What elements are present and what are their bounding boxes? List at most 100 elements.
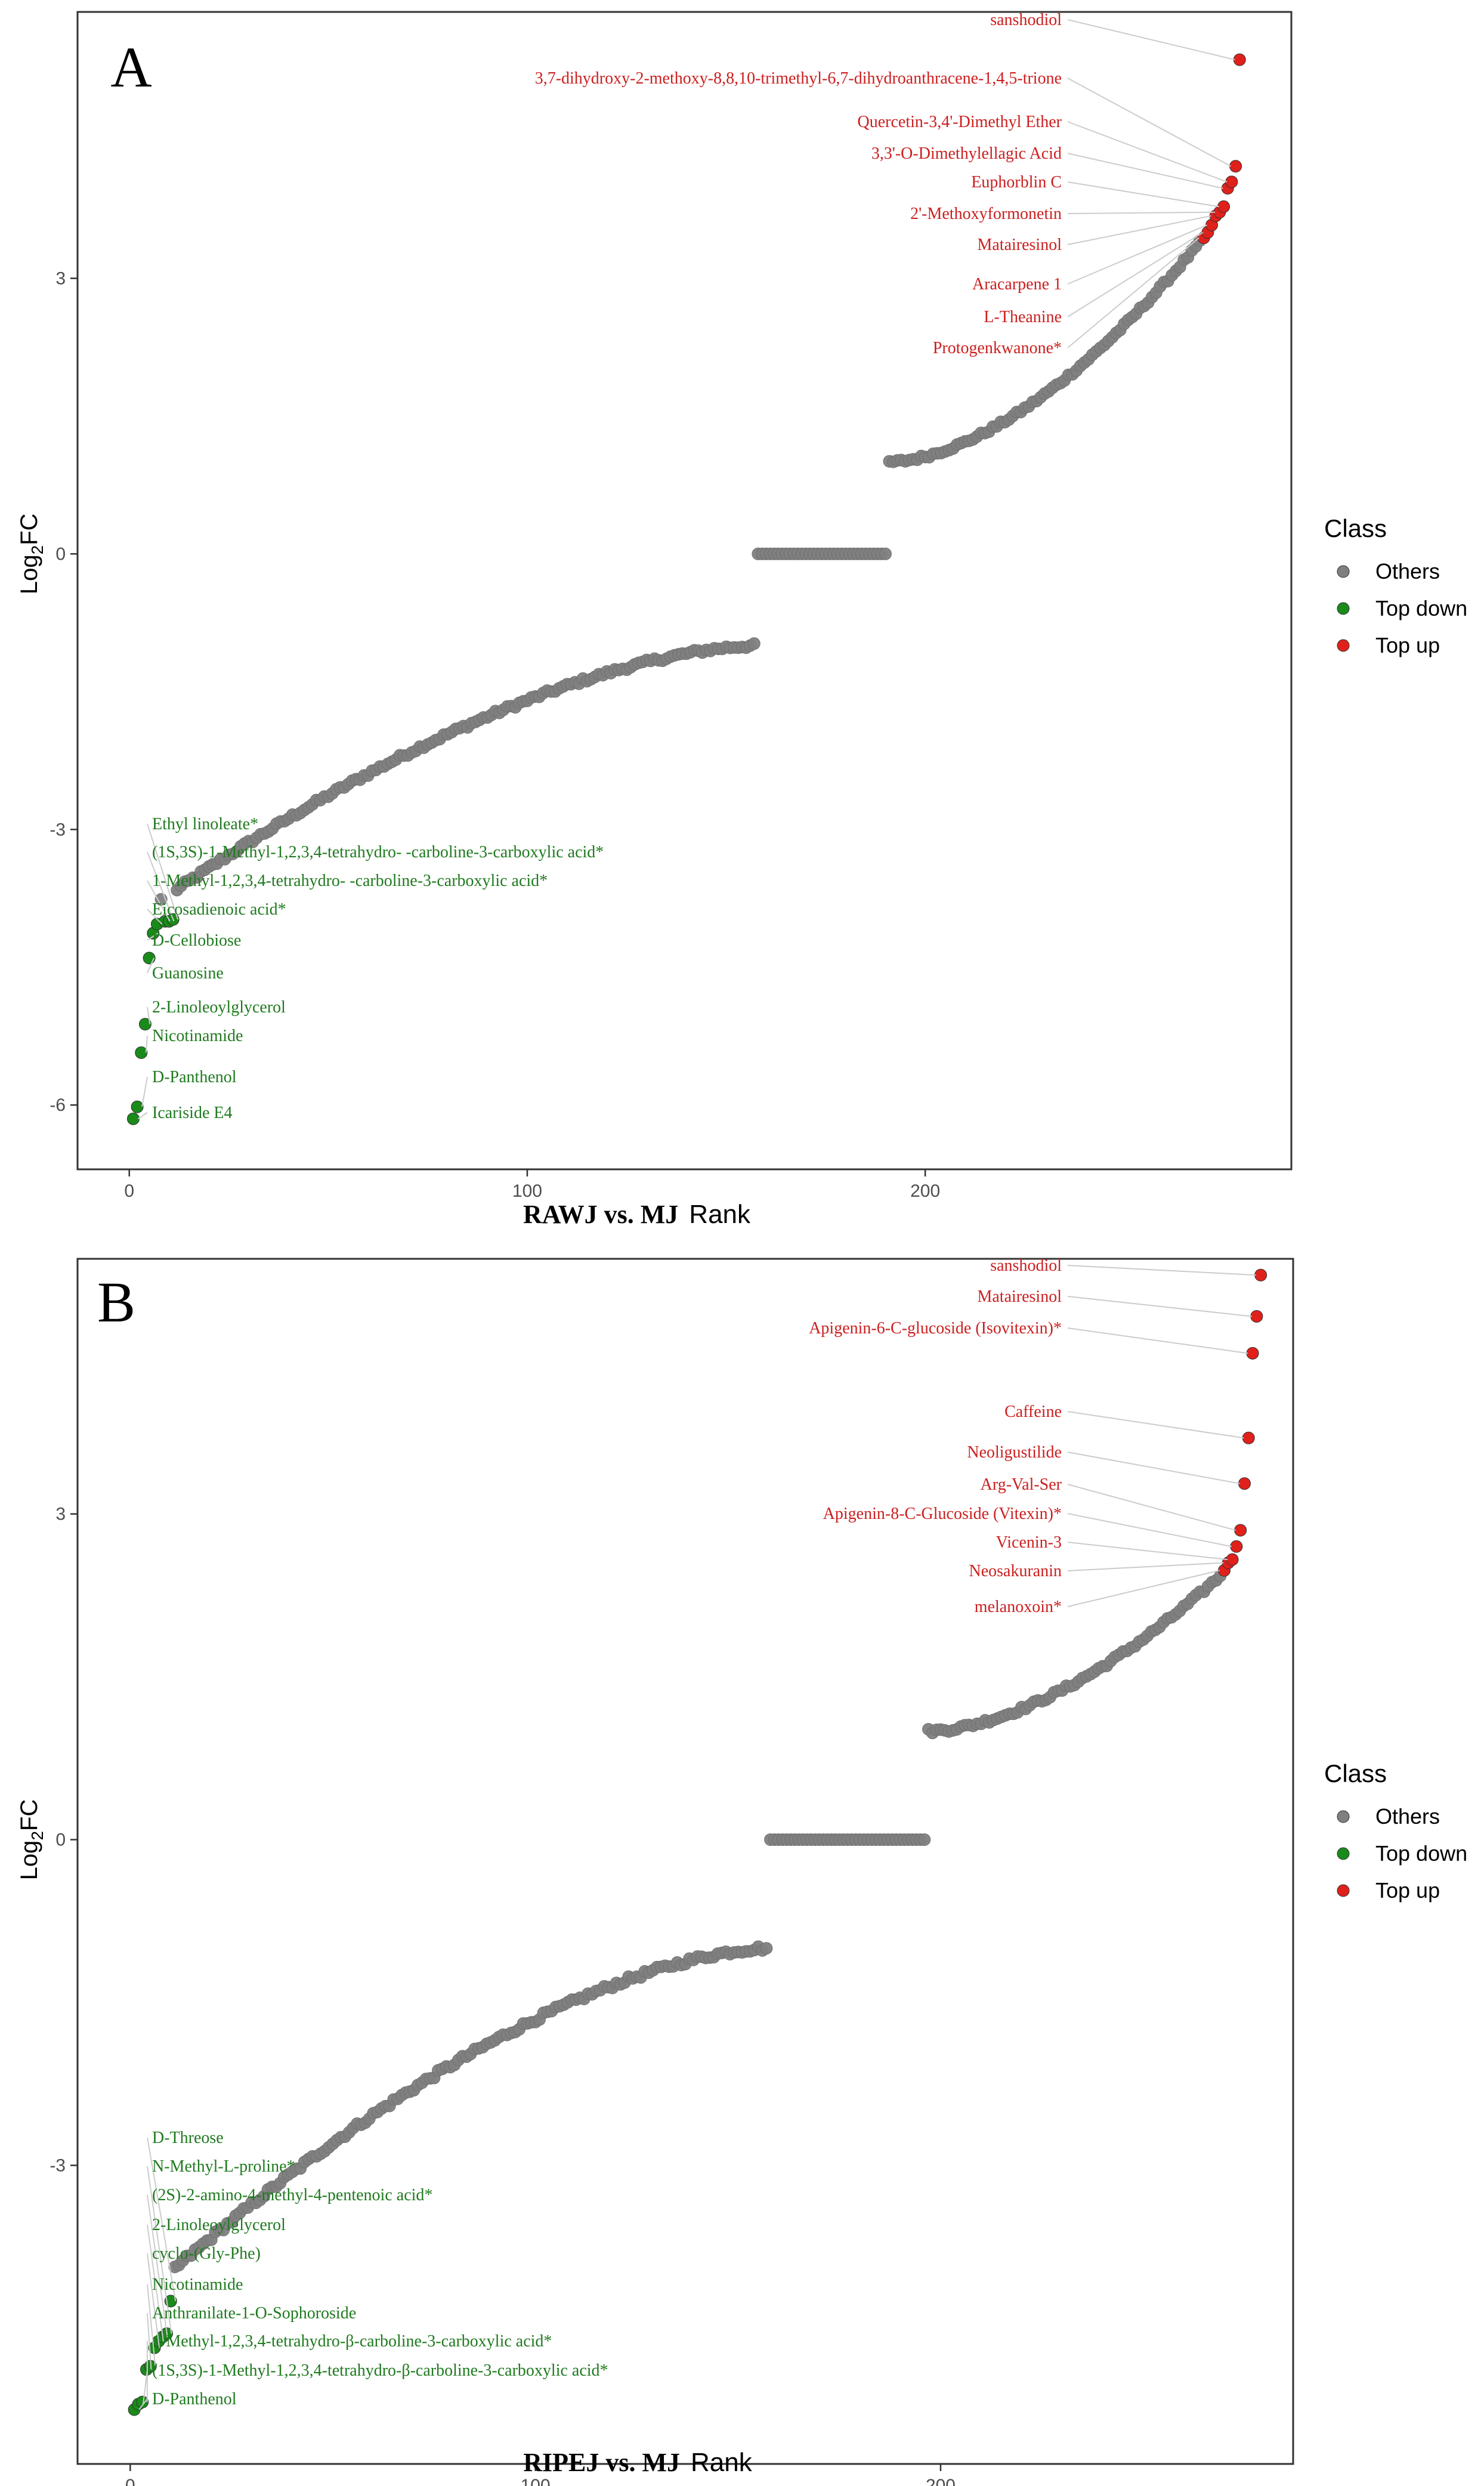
- y-axis-label: Log2FC: [16, 1799, 47, 1880]
- annotation-down: D-Cellobiose: [152, 931, 241, 950]
- legend-item-label: Others: [1375, 559, 1440, 583]
- y-tick-label: 3: [55, 1505, 66, 1524]
- annotation-up: Protogenkwanone*: [933, 339, 1062, 357]
- leader-line-down: [147, 823, 179, 920]
- y-tick-label: 0: [55, 544, 66, 564]
- points-group: [126, 53, 1246, 1125]
- y-axis-label-tail: FC: [16, 514, 42, 545]
- legend-item-label: Top down: [1375, 1841, 1467, 1866]
- leader-line-down: [137, 1112, 148, 1120]
- leader-line-up: [1067, 1570, 1220, 1607]
- leader-line-down: [147, 2224, 164, 2342]
- plot-border: [76, 11, 1293, 1171]
- x-tick-label: 0: [125, 2476, 135, 2486]
- annotation-down: 1-Methyl-1,2,3,4-tetrahydro-β-carboline-…: [152, 2332, 552, 2351]
- panel-a: -6 -3 0 3 0 100 200 A RAWJ vs. MJ Rank Log2FC Ethyl…: [16, 11, 1293, 1229]
- legend-swatch: [1337, 1884, 1350, 1897]
- leader-line-up: [1067, 1411, 1244, 1439]
- annotation-up: Aracarpene 1: [972, 275, 1062, 294]
- point-up: [1229, 160, 1242, 173]
- leader-line-down: [147, 2137, 177, 2302]
- leader-line-down: [147, 2312, 152, 2370]
- leader-line-up: [1067, 1484, 1236, 1531]
- points-group: [128, 1268, 1267, 2416]
- legend-item-label: Others: [1375, 1804, 1440, 1829]
- leader-line-up: [1067, 215, 1211, 245]
- point-up: [1233, 53, 1246, 66]
- x-axis-label: RAWJ vs. MJ Rank: [523, 1200, 751, 1229]
- x-tick-label: 0: [124, 1181, 134, 1201]
- point-up: [1246, 1347, 1259, 1360]
- annotation-up: Quercetin-3,4'-Dimethyl Ether: [858, 113, 1062, 131]
- point-down: [126, 1112, 140, 1125]
- annotation-down: Ethyl linoleate*: [152, 815, 258, 833]
- annotation-up: Neosakuranin: [969, 1562, 1062, 1580]
- legend-item-label: Top up: [1375, 1878, 1440, 1903]
- point-up: [1242, 1431, 1255, 1444]
- leader-line-up: [1067, 1562, 1224, 1571]
- annotation-down: Nicotinamide: [152, 2275, 243, 2294]
- leader-line-up: [1067, 1265, 1256, 1276]
- annotation-up: Euphorblin C: [971, 173, 1062, 192]
- point-up: [1226, 1553, 1239, 1566]
- point-up: [1225, 175, 1238, 189]
- y-axis-label-sub: 2: [28, 545, 47, 555]
- x-tick-label: 200: [926, 2476, 956, 2486]
- x-tick-label: 200: [910, 1181, 940, 1201]
- annotation-up: Matairesinol: [977, 236, 1062, 254]
- x-axis-label-bold: RAWJ vs. MJ: [523, 1200, 678, 1229]
- legend-swatch: [1337, 602, 1350, 615]
- point-down: [138, 1018, 152, 1031]
- legend-item-label: Top up: [1375, 633, 1440, 657]
- leader-line-down: [141, 1076, 148, 1107]
- leader-line-up: [1067, 78, 1232, 167]
- point-others: [760, 1942, 773, 1955]
- legend-swatch: [1337, 1847, 1350, 1860]
- leader-line-up: [1067, 1452, 1240, 1484]
- leader-line-up: [1067, 231, 1204, 317]
- leader-line-up: [1067, 1327, 1248, 1354]
- leader-line-up: [1067, 121, 1228, 183]
- point-others: [879, 547, 892, 560]
- leader-line-down: [138, 2398, 148, 2410]
- leader-line-up: [1067, 1296, 1252, 1317]
- annotation-up: Vicenin-3: [996, 1533, 1062, 1552]
- point-down: [136, 2395, 149, 2408]
- legend-title: Class: [1324, 514, 1387, 542]
- leader-line-down: [147, 932, 159, 941]
- legend-swatch: [1337, 565, 1350, 578]
- annotation-up: Neoligustilide: [967, 1443, 1062, 1462]
- legend-title: Class: [1324, 1759, 1387, 1787]
- leader-line-up: [1067, 224, 1207, 285]
- annotation-down: Nicotinamide: [152, 1027, 243, 1045]
- annotation-down: 1-Methyl-1,2,3,4-tetrahydro- -carboline-…: [152, 872, 548, 890]
- annotation-down: Icariside E4: [152, 1104, 233, 1122]
- point-up: [1217, 200, 1231, 213]
- annotation-down: (1S,3S)-1-Methyl-1,2,3,4-tetrahydro-β-ca…: [152, 2361, 608, 2380]
- y-tick-label: 3: [55, 269, 66, 289]
- legend-item-label: Top down: [1375, 596, 1467, 620]
- legend-panel-b: Class Others Top down Top up: [1324, 1759, 1467, 1903]
- point-down: [131, 1100, 144, 1113]
- annotation-down: (1S,3S)-1-Methyl-1,2,3,4-tetrahydro- -ca…: [152, 843, 604, 861]
- y-axis-label: Log2FC: [16, 514, 47, 595]
- y-tick-label: 0: [55, 1830, 66, 1850]
- leader-line-up: [1067, 19, 1235, 61]
- annotation-down: cyclo-(Gly-Phe): [152, 2244, 261, 2263]
- plot-border: [76, 1258, 1294, 2465]
- leader-line-down: [147, 958, 155, 974]
- leader-line-down: [147, 2194, 168, 2337]
- y-tick-label: -6: [50, 1095, 66, 1115]
- x-axis-label-rest: Rank: [689, 1200, 751, 1229]
- leader-line-down: [147, 880, 171, 922]
- y-axis-label-main: Log: [16, 554, 42, 594]
- y-tick-label: -3: [50, 820, 66, 839]
- annotation-up: 3,3'-O-Dimethylellagic Acid: [871, 144, 1062, 163]
- leader-line-down: [145, 1035, 148, 1053]
- x-axis-label-rest: Rank: [691, 2448, 753, 2477]
- point-up: [1250, 1310, 1263, 1323]
- annotation-up: sanshodiol: [990, 11, 1062, 29]
- leader-line-down: [147, 851, 175, 922]
- panel-b: -3 0 3 0 100 200 B RIPEJ vs. MJ Rank Log2FC D-Thre…: [16, 1256, 1294, 2486]
- annotation-down: 2-Linoleoylglycerol: [152, 2216, 286, 2234]
